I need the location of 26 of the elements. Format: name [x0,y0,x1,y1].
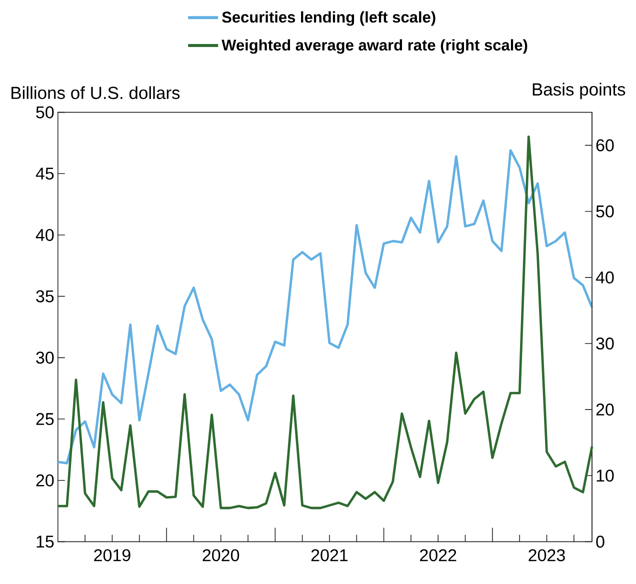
x-tick-label: 2021 [311,549,348,562]
y2-tick-label: 40 [596,271,614,284]
legend-label: Weighted average award rate (right scale) [222,39,528,54]
y2-tick-label: 10 [596,470,614,482]
x-tick-label: 2019 [94,549,130,562]
x-tick-label: 2023 [528,549,565,562]
y-tick-label: 50 [36,106,54,118]
legend-label: Securities lending (left scale) [222,11,436,26]
y2-tick-label: 60 [596,139,614,152]
x-tick-label: 2022 [420,549,456,562]
y-tick-label: 40 [36,228,54,242]
y2-tick-label: 50 [596,205,614,218]
line-series [56,149,594,464]
y-tick-label: 30 [36,352,54,364]
line-series [56,136,594,510]
y-tick-label: 25 [36,412,54,426]
x-tick-label: 2020 [202,549,240,562]
y-tick-label: 15 [36,536,54,548]
y2-tick-label: 30 [596,337,614,350]
y2-tick-label: 0 [596,536,604,548]
y-axis-title: Billions of U.S. dollars [12,86,180,100]
y2-axis-title: Basis points [532,82,626,100]
y-tick-label: 20 [36,474,54,486]
y2-tick-label: 20 [596,404,614,416]
y-tick-label: 35 [36,290,54,302]
y-tick-label: 45 [36,168,54,180]
